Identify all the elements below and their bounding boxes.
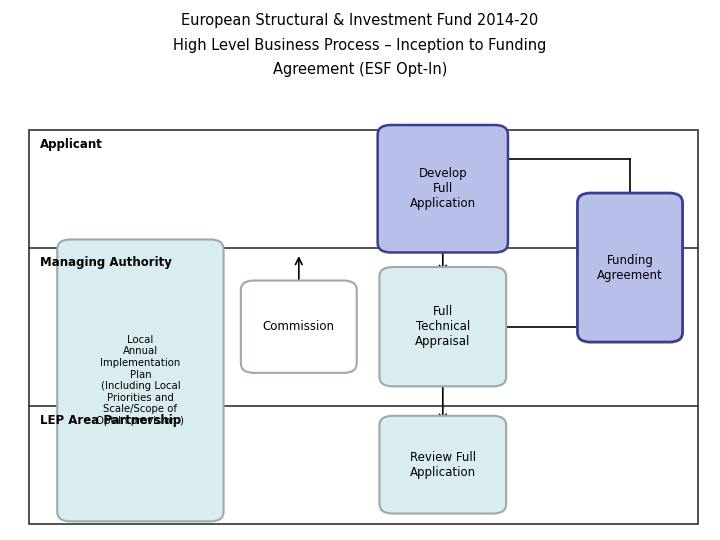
Text: Commission: Commission	[263, 320, 335, 333]
FancyBboxPatch shape	[577, 193, 683, 342]
Text: Local
Annual
Implementation
Plan
(Including Local
Priorities and
Scale/Scope of
: Local Annual Implementation Plan (Includ…	[96, 335, 184, 426]
Text: European Structural & Investment Fund 2014-20: European Structural & Investment Fund 20…	[181, 14, 539, 29]
FancyBboxPatch shape	[379, 267, 506, 387]
FancyBboxPatch shape	[377, 125, 508, 252]
Text: Full
Technical
Appraisal: Full Technical Appraisal	[415, 305, 470, 348]
Text: Review Full
Application: Review Full Application	[410, 451, 476, 478]
Bar	[29, 130, 698, 524]
Text: Managing Authority: Managing Authority	[40, 256, 171, 269]
Text: Funding
Agreement: Funding Agreement	[597, 254, 663, 281]
FancyBboxPatch shape	[58, 240, 223, 521]
Text: LEP Area Partnership: LEP Area Partnership	[40, 414, 181, 427]
FancyBboxPatch shape	[379, 416, 506, 514]
Text: Agreement (ESF Opt-In): Agreement (ESF Opt-In)	[273, 62, 447, 77]
Text: High Level Business Process – Inception to Funding: High Level Business Process – Inception …	[174, 38, 546, 53]
Text: Develop
Full
Application: Develop Full Application	[410, 167, 476, 210]
Text: Applicant: Applicant	[40, 138, 102, 151]
FancyBboxPatch shape	[240, 281, 356, 373]
